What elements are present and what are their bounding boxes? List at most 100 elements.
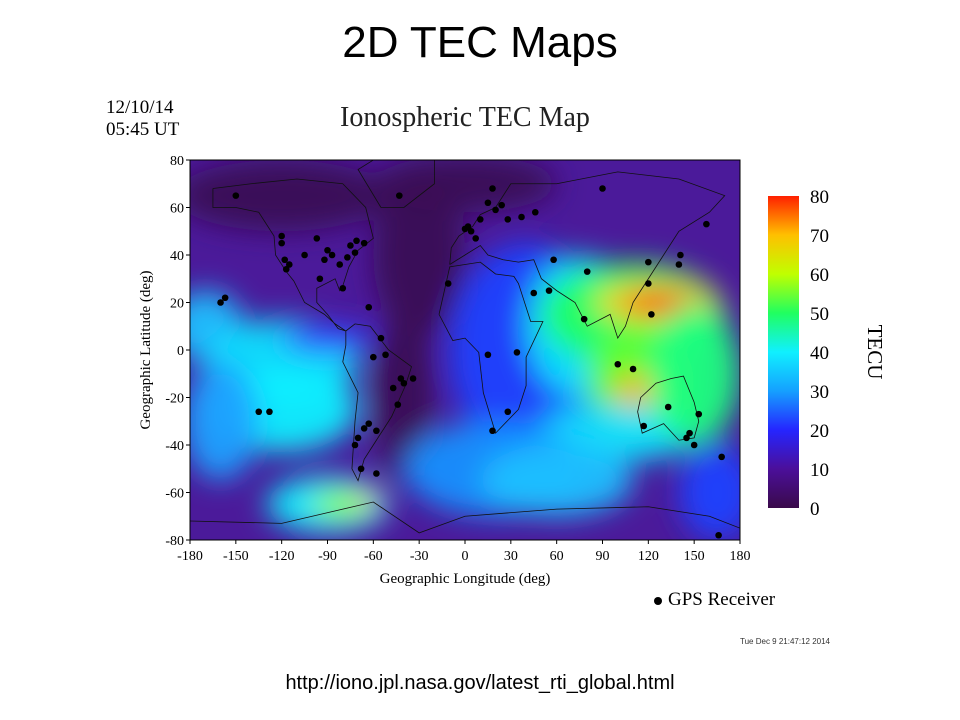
x-tick-label: -30 xyxy=(410,549,429,564)
gps-receiver-point xyxy=(484,199,492,207)
y-tick-label: 20 xyxy=(170,297,184,312)
x-tick-label: 90 xyxy=(596,549,610,564)
gps-receiver-point xyxy=(266,408,273,416)
gps-receiver-point xyxy=(232,192,240,199)
gps-receiver-point xyxy=(344,254,351,261)
x-axis-label: Geographic Longitude (deg) xyxy=(380,571,551,587)
gps-receiver-point xyxy=(686,429,693,437)
coastline-0 xyxy=(212,178,374,332)
gps-receiver-point xyxy=(583,268,591,275)
gps-receiver-point xyxy=(690,441,698,449)
gps-receiver-point xyxy=(394,401,402,408)
gps-receiver-point xyxy=(278,239,285,247)
gps-receiver-point xyxy=(715,531,722,539)
colorbar-tick-label: 70 xyxy=(810,226,829,247)
gps-receiver-point xyxy=(382,351,389,359)
y-axis-label: Geographic Latitude (deg) xyxy=(138,270,154,429)
colorbar-tick-label: 40 xyxy=(810,343,829,364)
gps-receiver-point xyxy=(354,434,362,442)
gps-receiver-point xyxy=(339,284,347,292)
x-tick-label: 180 xyxy=(730,549,751,564)
gps-receiver-point xyxy=(409,375,417,382)
gps-receiver-point xyxy=(336,261,344,268)
gps-receiver-point xyxy=(531,208,539,216)
legend: GPS Receiver xyxy=(654,589,775,611)
x-tick-label: 150 xyxy=(684,549,705,564)
map-title: Ionospheric TEC Map xyxy=(340,102,590,133)
gps-receiver-point xyxy=(718,453,725,461)
y-tick-label: -20 xyxy=(165,392,184,407)
gps-receiver-point xyxy=(351,249,359,256)
x-tick-label: -120 xyxy=(269,549,295,564)
tec-heatmap xyxy=(190,160,740,540)
colorbar-tick-label: 50 xyxy=(810,304,829,325)
gps-receiver-point xyxy=(365,420,373,427)
gps-receiver-point xyxy=(504,216,512,223)
coastline-2 xyxy=(438,261,544,434)
gps-receiver-point xyxy=(397,375,405,382)
gps-receiver-point xyxy=(550,256,557,264)
gps-receiver-point xyxy=(467,227,475,235)
colorbar-tick-label: 80 xyxy=(810,187,829,208)
colorbar-tick-label: 30 xyxy=(810,382,829,403)
gps-receiver-point xyxy=(286,261,293,268)
gps-receiver-point xyxy=(282,265,290,273)
gps-receiver-point xyxy=(489,427,496,435)
map-date: 12/10/14 05:45 UT xyxy=(106,97,179,141)
gps-receiver-point xyxy=(476,216,484,223)
date-line: 12/10/14 xyxy=(106,97,174,118)
y-tick-label: -60 xyxy=(165,487,184,502)
time-line: 05:45 UT xyxy=(106,119,180,140)
timestamp: Tue Dec 9 21:47:12 2014 xyxy=(740,637,830,646)
colorbar-tick-label: 20 xyxy=(810,421,829,442)
slide-title: 2D TEC Maps xyxy=(342,18,618,67)
x-tick-label: -150 xyxy=(223,549,249,564)
gps-receiver-point xyxy=(645,280,652,287)
x-tick-label: -180 xyxy=(177,549,203,564)
colorbar-gradient xyxy=(768,196,799,508)
gps-receiver-point xyxy=(389,384,397,392)
gps-receiver-point xyxy=(489,185,496,192)
gps-receiver-point xyxy=(357,465,365,473)
colorbar-tick-label: 0 xyxy=(810,499,820,520)
coastline-4 xyxy=(637,375,700,441)
gps-receiver-point xyxy=(313,235,321,242)
x-tick-label: 30 xyxy=(504,549,518,564)
gps-receiver-point xyxy=(365,303,373,311)
gps-receiver-point xyxy=(255,408,263,416)
gps-receiver-point xyxy=(373,427,380,435)
gps-receiver-point xyxy=(400,379,408,387)
gps-receiver-point xyxy=(513,349,521,356)
gps-receiver-point xyxy=(645,258,652,266)
x-tick-label: 60 xyxy=(550,549,564,564)
gps-receiver-point xyxy=(703,220,710,228)
gps-receiver-point xyxy=(492,206,499,214)
gps-receiver-point xyxy=(675,261,683,268)
gps-receiver-point xyxy=(444,280,452,287)
gps-receiver-point xyxy=(580,315,588,323)
gps-receiver-point xyxy=(281,256,289,264)
gps-receiver-dot-icon xyxy=(654,596,662,605)
gps-receiver-point xyxy=(677,251,684,259)
gps-receiver-point xyxy=(664,403,672,411)
gps-receiver-point xyxy=(370,353,377,361)
gps-receiver-point xyxy=(614,360,622,368)
gps-receiver-point xyxy=(360,425,368,432)
y-tick-label: -40 xyxy=(165,439,184,454)
gps-receiver-point xyxy=(464,223,472,230)
x-tick-label: 0 xyxy=(462,549,469,564)
colorbar-tick-label: 60 xyxy=(810,265,829,286)
legend-label: GPS Receiver xyxy=(668,589,776,610)
colorbar-tick-label: 10 xyxy=(810,460,829,481)
gps-receiver-point xyxy=(518,213,525,221)
gps-receiver-point xyxy=(629,365,637,373)
gps-receiver-point xyxy=(484,351,492,359)
colorbar: 80 70 60 50 40 30 20 10 0 TECU xyxy=(768,187,887,520)
gps-receiver-point xyxy=(695,410,703,418)
gps-receiver-point xyxy=(360,239,368,247)
gps-receiver-point xyxy=(278,232,285,240)
source-url[interactable]: http://iono.jpl.nasa.gov/latest_rti_glob… xyxy=(285,672,675,694)
gps-receivers xyxy=(217,185,725,539)
gps-receiver-point xyxy=(648,311,655,318)
